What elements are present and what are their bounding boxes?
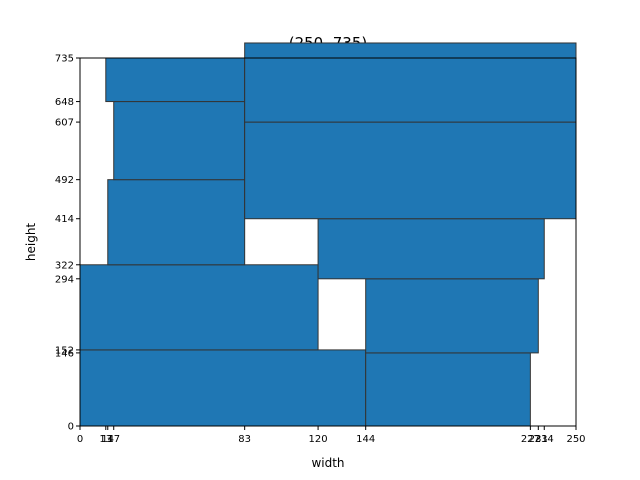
packed-rect-5 [107,179,246,266]
y-tick-label-5: 414 [55,214,74,225]
y-axis-label: height [24,223,38,262]
y-tick-label-9: 735 [55,54,74,65]
x-tick-label-1: 13 [99,434,112,445]
packed-rect-8 [105,57,246,103]
x-tick-label-2: 14 [101,434,114,445]
packed-rect-4 [317,218,545,280]
x-tick-label-4: 83 [238,434,251,445]
x-tick-label-8: 231 [529,434,548,445]
x-tick-label-5: 120 [309,434,328,445]
y-tick-label-7: 607 [55,118,74,129]
x-tick-label-3: 17 [107,434,120,445]
packed-rect-9 [244,42,577,123]
rects-layer [79,42,577,427]
x-tick-label-10: 250 [566,434,585,445]
y-tick-label-6: 492 [55,175,74,186]
y-tick-label-0: 0 [68,422,74,433]
y-tick-label-2: 152 [55,345,74,356]
x-tick-label-6: 144 [356,434,375,445]
plot-frame [79,57,577,427]
y-tick-label-1: 146 [55,348,74,359]
packed-rect-1 [365,352,531,427]
packed-rect-3 [365,278,539,354]
x-tick-label-0: 0 [77,434,83,445]
x-axis-label: width [311,456,344,470]
packed-rect-6 [113,101,246,181]
packed-rect-2 [79,264,319,351]
y-tick-label-3: 294 [55,274,74,285]
y-tick-label-8: 648 [55,97,74,108]
x-tick-label-7: 227 [521,434,540,445]
packed-rect-0 [79,349,367,427]
y-tick-label-4: 322 [55,260,74,271]
packed-rect-7 [244,121,577,220]
x-tick-label-9: 234 [535,434,554,445]
